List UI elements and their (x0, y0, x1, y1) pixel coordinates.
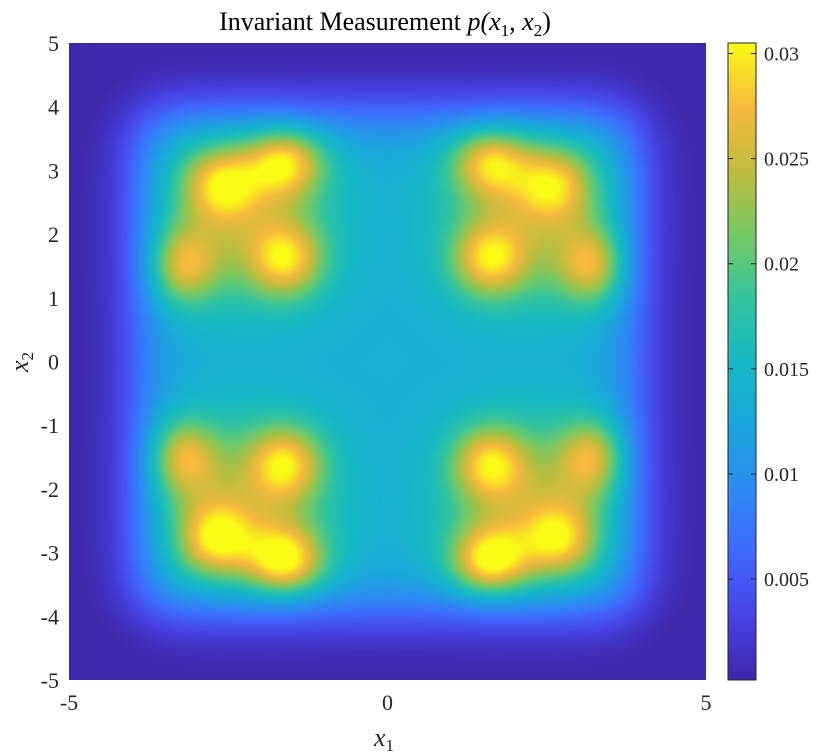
x-tick-label: 5 (701, 690, 712, 715)
colorbar: 0.03 0.025 0.02 0.015 0.01 0.005 (727, 42, 809, 681)
plot-area (69, 43, 706, 680)
colorbar-tick-label: 0.03 (764, 44, 799, 66)
x-tick-label: 0 (382, 690, 393, 715)
y-tick-label: -2 (41, 477, 59, 502)
y-tick-label: 1 (48, 286, 59, 311)
chart-title: Invariant Measurement p(x1, x2) (219, 7, 551, 40)
y-tick-label: -3 (41, 541, 59, 566)
y-axis-label: x2 (5, 352, 37, 373)
colorbar-tick-label: 0.005 (764, 569, 809, 591)
y-tick-label: 3 (48, 158, 59, 183)
y-tick-label: -1 (41, 413, 59, 438)
colorbar-ticks: 0.03 0.025 0.02 0.015 0.01 0.005 (728, 44, 809, 591)
x-axis: -5 0 5 (60, 690, 712, 715)
heatmap-image (69, 43, 706, 680)
x-tick-label: -5 (60, 690, 78, 715)
colorbar-gradient (727, 42, 757, 681)
y-tick-label: -4 (41, 604, 59, 629)
y-tick-label: 2 (48, 222, 59, 247)
y-tick-label: 0 (48, 350, 59, 375)
y-tick-label: 5 (48, 31, 59, 56)
colorbar-tick-label: 0.025 (764, 149, 809, 171)
colorbar-tick-label: 0.01 (764, 464, 799, 486)
y-axis: 5 4 3 2 1 0 -1 -2 -3 -4 -5 (41, 31, 59, 693)
x-axis-label: x1 (373, 723, 394, 754)
colorbar-tick-label: 0.015 (764, 359, 809, 381)
y-tick-label: 4 (48, 95, 59, 120)
y-tick-label: -5 (41, 668, 59, 693)
colorbar-tick-label: 0.02 (764, 254, 799, 276)
